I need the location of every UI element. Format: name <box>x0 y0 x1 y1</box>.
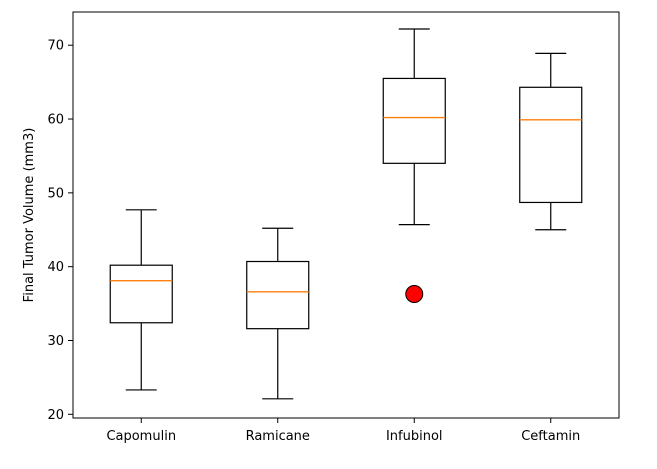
y-tick-label-70: 70 <box>47 39 64 54</box>
y-tick-label-20: 20 <box>47 408 64 423</box>
box-group-infubinol <box>382 28 446 303</box>
box-ceftamin <box>519 86 583 204</box>
outlier-point-infubinol <box>405 284 424 303</box>
box-group-ramicane <box>246 227 310 400</box>
x-tick-label-ramicane: Ramicane <box>246 429 310 444</box>
box-ramicane <box>246 260 310 330</box>
x-tick-label-infubinol: Infubinol <box>386 429 443 444</box>
box-group-ceftamin <box>519 52 583 231</box>
y-tick-label-50: 50 <box>47 186 64 201</box>
box-group-capomulin <box>109 209 173 391</box>
y-axis-label: Final Tumor Volume (mm3) <box>22 128 37 303</box>
y-tick-label-30: 30 <box>47 334 64 349</box>
box-infubinol <box>382 77 446 164</box>
y-tick-label-40: 40 <box>47 260 64 275</box>
chart-marks <box>109 28 583 400</box>
chart-axes: Capomulin Ramicane Infubinol Ceftamin 20 30 40… <box>47 39 580 444</box>
x-tick-label-ceftamin: Ceftamin <box>521 429 580 444</box>
plot-area <box>72 11 620 419</box>
x-tick-label-capomulin: Capomulin <box>106 429 176 444</box>
y-tick-label-60: 60 <box>47 113 64 128</box>
box-capomulin <box>109 264 173 324</box>
